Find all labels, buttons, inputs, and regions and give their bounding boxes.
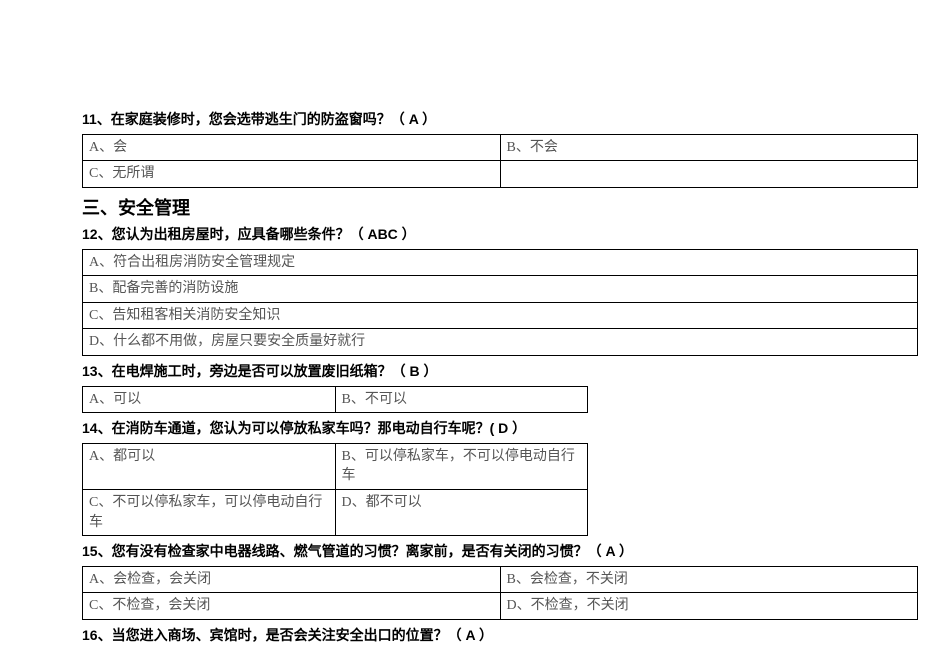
question-15: 15、您有没有检查家中电器线路、燃气管道的习惯？离家前，是否有关闭的习惯？（ A… <box>82 540 918 620</box>
option-12-b: B、配备完善的消防设施 <box>83 276 918 303</box>
question-11: 11、在家庭装修时，您会选带逃生门的防盗窗吗？（ A ） A、会 B、不会 C、… <box>82 108 918 188</box>
question-14-text: 14、在消防车通道，您认为可以停放私家车吗？那电动自行车呢？( D ） <box>82 417 918 443</box>
option-12-a: A、符合出租房消防安全管理规定 <box>83 249 918 276</box>
option-11-a: A、会 <box>83 134 501 161</box>
question-12-options: A、符合出租房消防安全管理规定 B、配备完善的消防设施 C、告知租客相关消防安全… <box>82 249 918 356</box>
question-13: 13、在电焊施工时，旁边是否可以放置废旧纸箱？（ B ） A、可以 B、不可以 <box>82 360 918 413</box>
option-13-a: A、可以 <box>83 386 336 413</box>
option-12-d: D、什么都不用做，房屋只要安全质量好就行 <box>83 329 918 356</box>
question-15-text: 15、您有没有检查家中电器线路、燃气管道的习惯？离家前，是否有关闭的习惯？（ A… <box>82 540 918 566</box>
option-14-b: B、可以停私家车，不可以停电动自行车 <box>335 443 588 489</box>
option-14-c: C、不可以停私家车，可以停电动自行车 <box>83 489 336 535</box>
option-11-empty <box>500 161 918 188</box>
question-13-options: A、可以 B、不可以 <box>82 386 588 414</box>
question-13-text: 13、在电焊施工时，旁边是否可以放置废旧纸箱？（ B ） <box>82 360 918 386</box>
option-11-b: B、不会 <box>500 134 918 161</box>
question-12-text: 12、您认为出租房屋时，应具备哪些条件？（ ABC ） <box>82 223 918 249</box>
option-15-a: A、会检查，会关闭 <box>83 566 501 593</box>
option-15-b: B、会检查，不关闭 <box>500 566 918 593</box>
option-14-a: A、都可以 <box>83 443 336 489</box>
option-13-b: B、不可以 <box>335 386 588 413</box>
question-12: 12、您认为出租房屋时，应具备哪些条件？（ ABC ） A、符合出租房消防安全管… <box>82 223 918 356</box>
section-3-header: 三、安全管理 <box>82 192 918 223</box>
question-16: 16、当您进入商场、宾馆时，是否会关注安全出口的位置？（ A ） <box>82 624 918 650</box>
option-11-c: C、无所谓 <box>83 161 501 188</box>
question-14: 14、在消防车通道，您认为可以停放私家车吗？那电动自行车呢？( D ） A、都可… <box>82 417 918 536</box>
question-16-text: 16、当您进入商场、宾馆时，是否会关注安全出口的位置？（ A ） <box>82 624 918 650</box>
question-14-options: A、都可以 B、可以停私家车，不可以停电动自行车 C、不可以停私家车，可以停电动… <box>82 443 588 536</box>
question-11-text: 11、在家庭装修时，您会选带逃生门的防盗窗吗？（ A ） <box>82 108 918 134</box>
option-15-d: D、不检查，不关闭 <box>500 593 918 620</box>
question-15-options: A、会检查，会关闭 B、会检查，不关闭 C、不检查，会关闭 D、不检查，不关闭 <box>82 566 918 620</box>
option-12-c: C、告知租客相关消防安全知识 <box>83 302 918 329</box>
option-14-d: D、都不可以 <box>335 489 588 535</box>
question-11-options: A、会 B、不会 C、无所谓 <box>82 134 918 188</box>
option-15-c: C、不检查，会关闭 <box>83 593 501 620</box>
